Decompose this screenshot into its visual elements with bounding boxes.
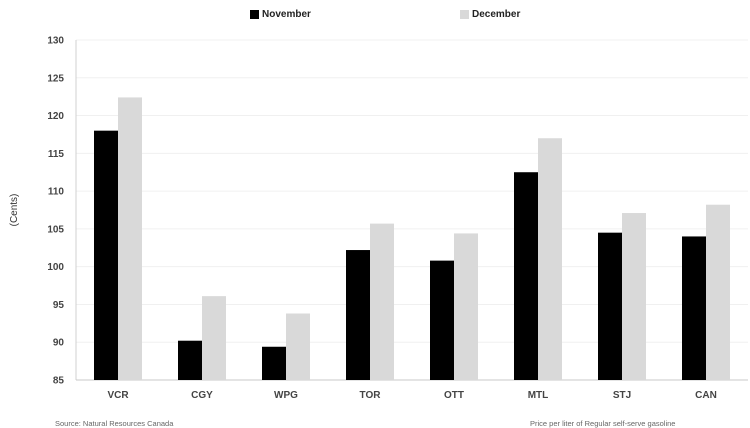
legend-swatch-december <box>460 10 469 19</box>
x-tick-label: TOR <box>360 390 382 401</box>
bar-november-mtl <box>514 172 538 380</box>
bar-november-vcr <box>94 130 118 380</box>
x-tick-label: WPG <box>274 390 298 401</box>
x-tick-label: STJ <box>613 390 631 401</box>
bar-december-stj <box>622 213 646 380</box>
bar-november-wpg <box>262 346 286 380</box>
y-tick-label: 125 <box>47 73 64 84</box>
y-tick-label: 105 <box>47 224 64 235</box>
bar-november-ott <box>430 260 454 380</box>
bar-november-can <box>682 236 706 380</box>
y-tick-label: 95 <box>53 300 65 311</box>
bar-november-stj <box>598 232 622 380</box>
x-tick-label: CGY <box>191 390 213 401</box>
legend-item-december: December <box>460 9 520 20</box>
bar-december-tor <box>370 223 394 380</box>
bar-december-ott <box>454 233 478 380</box>
y-tick-label: 110 <box>48 187 65 198</box>
x-tick-label: OTT <box>444 390 464 401</box>
y-tick-label: 90 <box>53 338 65 349</box>
bar-november-cgy <box>178 340 202 380</box>
y-tick-label: 130 <box>47 36 64 47</box>
y-axis-label: (Cents) <box>9 194 20 227</box>
bar-december-can <box>706 204 730 380</box>
x-tick-label: VCR <box>107 390 129 401</box>
legend-label-december: December <box>472 9 521 20</box>
y-tick-label: 120 <box>47 111 64 122</box>
x-tick-label: CAN <box>695 390 717 401</box>
y-tick-label: 85 <box>53 376 65 387</box>
legend-item-november: November <box>250 9 311 20</box>
chart-footnote: Price per liter of Regular self-serve ga… <box>530 419 676 428</box>
y-tick-label: 100 <box>47 262 64 273</box>
bar-december-cgy <box>202 296 226 380</box>
bar-november-tor <box>346 250 370 380</box>
bar-december-mtl <box>538 138 562 380</box>
x-tick-label: MTL <box>528 390 549 401</box>
source-note: Source: Natural Resources Canada <box>55 419 174 428</box>
bar-december-vcr <box>118 97 142 380</box>
legend-swatch-november <box>250 10 259 19</box>
legend-label-november: November <box>262 9 311 20</box>
bar-december-wpg <box>286 313 310 380</box>
y-tick-label: 115 <box>48 149 65 160</box>
